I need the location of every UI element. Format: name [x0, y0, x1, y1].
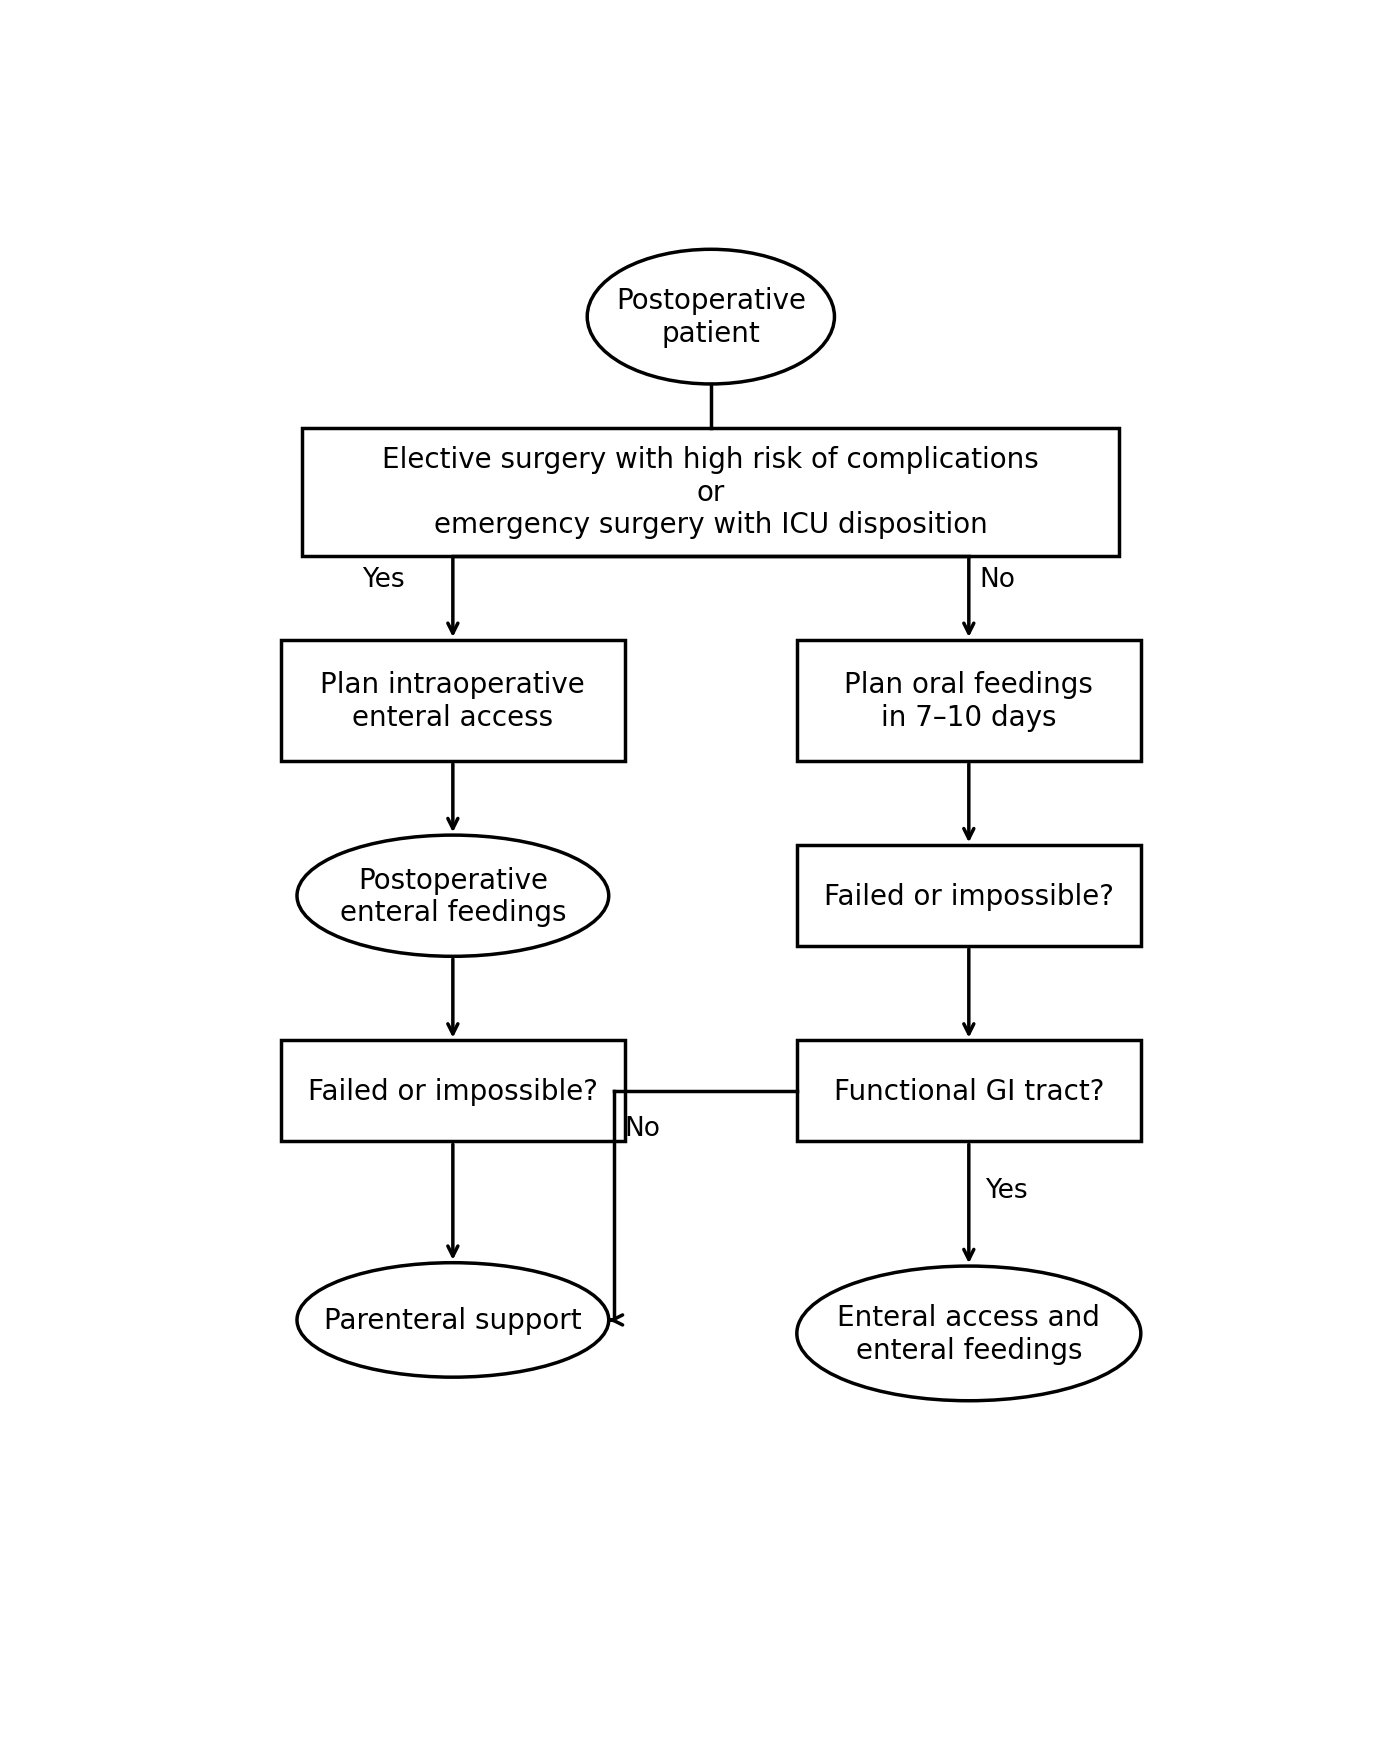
Text: Yes: Yes [362, 566, 405, 593]
Text: Parenteral support: Parenteral support [325, 1306, 581, 1334]
FancyBboxPatch shape [796, 846, 1140, 947]
FancyBboxPatch shape [796, 1040, 1140, 1141]
Text: Yes: Yes [985, 1178, 1028, 1204]
FancyBboxPatch shape [280, 1040, 624, 1141]
Text: Plan oral feedings
in 7–10 days: Plan oral feedings in 7–10 days [845, 671, 1093, 731]
FancyBboxPatch shape [280, 640, 624, 762]
Ellipse shape [587, 250, 835, 385]
Text: Elective surgery with high risk of complications
or
emergency surgery with ICU d: Elective surgery with high risk of compl… [383, 446, 1039, 538]
Text: Plan intraoperative
enteral access: Plan intraoperative enteral access [320, 671, 585, 731]
FancyBboxPatch shape [796, 640, 1140, 762]
Text: No: No [979, 566, 1015, 593]
Text: Failed or impossible?: Failed or impossible? [308, 1077, 598, 1105]
Text: Enteral access and
enteral feedings: Enteral access and enteral feedings [838, 1304, 1100, 1363]
Ellipse shape [796, 1266, 1140, 1400]
Text: Failed or impossible?: Failed or impossible? [824, 883, 1114, 911]
Ellipse shape [297, 836, 609, 956]
Text: No: No [624, 1115, 660, 1141]
FancyBboxPatch shape [302, 428, 1119, 556]
Ellipse shape [297, 1264, 609, 1377]
Text: Functional GI tract?: Functional GI tract? [834, 1077, 1104, 1105]
Text: Postoperative
patient: Postoperative patient [616, 287, 806, 348]
Text: Postoperative
enteral feedings: Postoperative enteral feedings [340, 865, 566, 926]
